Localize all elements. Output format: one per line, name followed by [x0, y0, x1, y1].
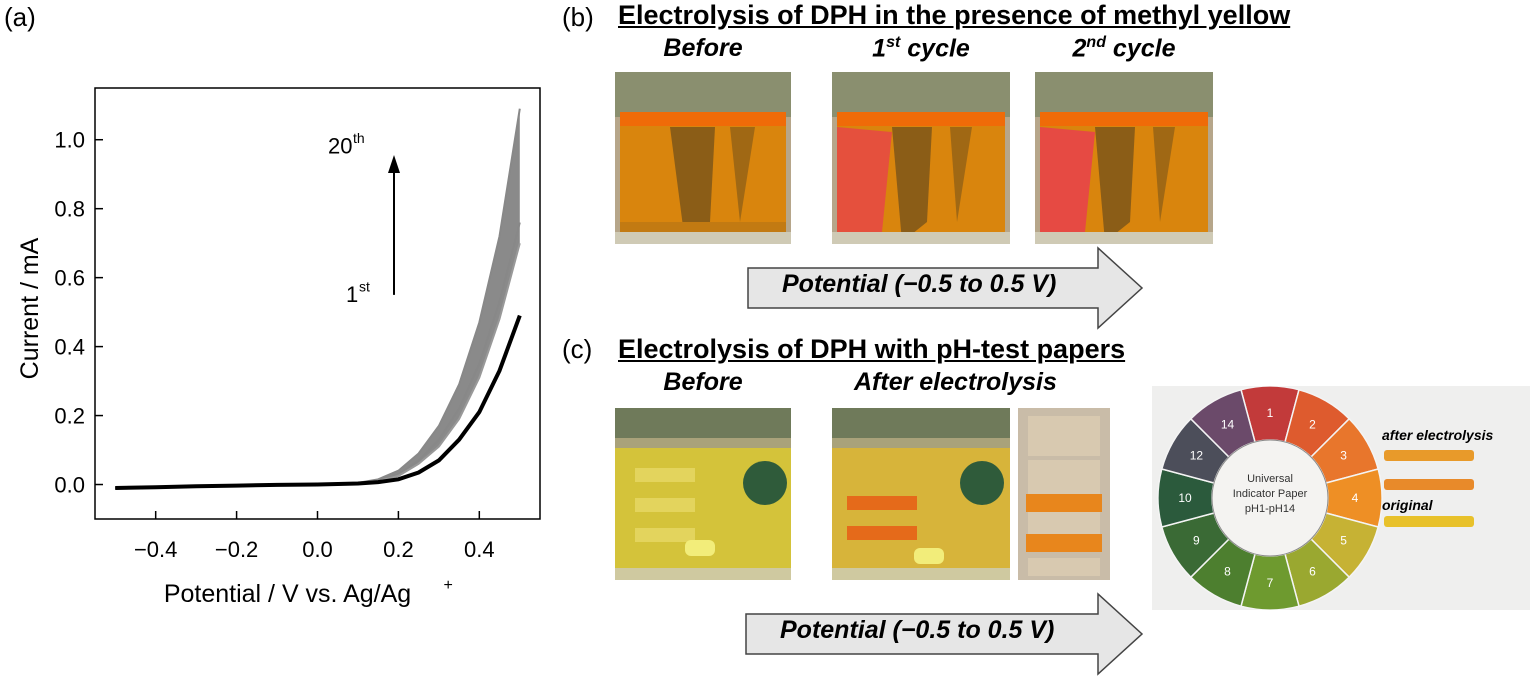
- gray-cycles-band: [115, 108, 520, 488]
- strip-original: [1384, 516, 1474, 527]
- panel-b-heading: Electrolysis of DPH in the presence of m…: [618, 0, 1291, 30]
- panel-b-caption-cycle1: 1st cycle: [872, 34, 970, 63]
- y-axis-label: Current / mA: [16, 237, 44, 379]
- wheel-center-line2: Indicator Paper: [1233, 488, 1308, 500]
- panel-b-caption-before: Before: [663, 34, 743, 62]
- annotation-20th: 20: [328, 134, 352, 159]
- strip-label-original: original: [1382, 497, 1434, 513]
- x-tick-label: 0.2: [383, 537, 414, 562]
- wheel-number: 7: [1267, 576, 1274, 590]
- x-tick-label: 0.0: [302, 537, 333, 562]
- series-line-0: [115, 108, 521, 489]
- wheel-number: 5: [1340, 534, 1347, 548]
- y-tick-label: 0.2: [54, 404, 85, 429]
- strip-after-1: [1384, 450, 1474, 461]
- x-tick-label: 0.4: [464, 537, 495, 562]
- wheel-number: 4: [1352, 491, 1359, 505]
- y-tick-label: 0.8: [54, 197, 85, 222]
- wheel-center-line3: pH1-pH14: [1245, 503, 1295, 515]
- plot-frame: [94, 87, 541, 520]
- annotation-20th-sup: th: [353, 130, 365, 146]
- wheel-number: 9: [1193, 534, 1200, 548]
- photo-c-strips: [1018, 408, 1110, 580]
- panel-c-caption-before: Before: [663, 368, 743, 396]
- photo-b-cycle1: [832, 72, 1010, 244]
- x-tick-label: −0.2: [215, 537, 258, 562]
- wheel-number: 12: [1190, 449, 1204, 463]
- series-line-1: [115, 222, 521, 489]
- annotation-1st: 1: [346, 282, 358, 307]
- y-tick-label: 1.0: [54, 128, 85, 153]
- panel-c-caption-after: After electrolysis: [854, 368, 1057, 396]
- wheel-number: 8: [1224, 565, 1231, 579]
- cycle-arrow-head: [388, 154, 400, 173]
- annotation-1st-sup: st: [359, 278, 370, 294]
- wheel-number: 6: [1309, 565, 1316, 579]
- panel-b-label: (b): [562, 2, 594, 32]
- series-line-3: [115, 314, 522, 490]
- panel-b-caption-cycle2: 2nd cycle: [1072, 34, 1176, 63]
- strip-label-after: after electrolysis: [1382, 427, 1493, 443]
- potential-arrow-c: Potential (−0.5 to 0.5 V): [744, 592, 1146, 676]
- panel-c-heading: Electrolysis of DPH with pH-test papers: [618, 334, 1126, 364]
- panel-a-label: (a): [4, 2, 36, 32]
- potential-arrow-b: Potential (−0.5 to 0.5 V): [746, 246, 1146, 330]
- wheel-number: 2: [1309, 417, 1316, 431]
- y-tick-label: 0.6: [54, 266, 85, 291]
- y-tick-label: 0.4: [54, 335, 85, 360]
- panel-c-label: (c): [562, 334, 593, 364]
- x-axis-label-superscript: +: [444, 577, 453, 594]
- wheel-number: 10: [1178, 491, 1192, 505]
- wheel-number: 1: [1267, 406, 1274, 420]
- photo-c-before: [615, 408, 791, 580]
- photo-c-after: [832, 408, 1010, 580]
- wheel-number: 3: [1340, 449, 1347, 463]
- photo-b-before: [615, 72, 791, 244]
- photo-b-cycle2: [1035, 72, 1213, 244]
- x-axis-label: Potential / V vs. Ag/Ag: [164, 580, 411, 608]
- y-tick-label: 0.0: [54, 473, 85, 498]
- potential-arrow-c-label: Potential (−0.5 to 0.5 V): [780, 616, 1055, 644]
- x-tick-label: −0.4: [134, 537, 177, 562]
- wheel-number: 14: [1221, 417, 1235, 431]
- cv-chart: −0.4 −0.2 0.0 0.2 0.4 0.0 0.2 0.4 0.6 0.8 1.0 Poten…: [16, 87, 541, 608]
- strip-after-2: [1384, 479, 1474, 490]
- wheel-center-line1: Universal: [1247, 473, 1293, 485]
- potential-arrow-b-label: Potential (−0.5 to 0.5 V): [782, 270, 1057, 298]
- series-line-2: [115, 242, 521, 489]
